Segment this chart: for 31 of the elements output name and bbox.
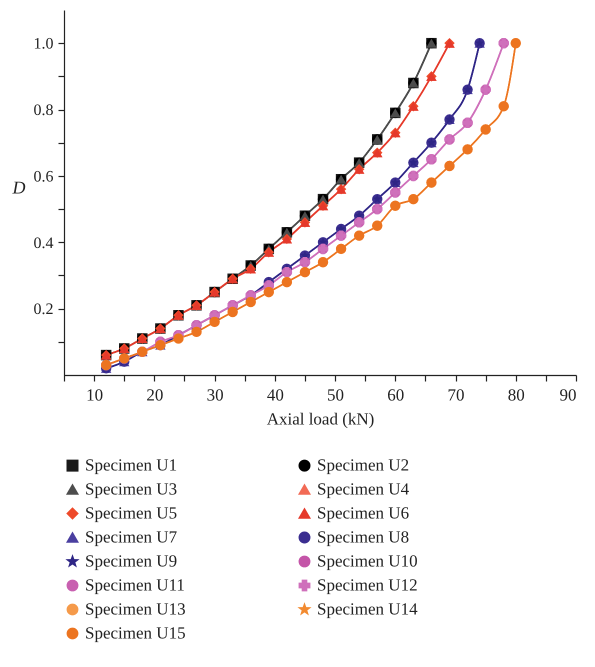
- x-tick-label: 70: [448, 386, 465, 404]
- x-tick-label: 80: [508, 386, 525, 404]
- legend-label: Specimen U13: [85, 600, 186, 618]
- x-tick-label: 40: [266, 386, 284, 404]
- legend-label: Specimen U5: [85, 504, 178, 522]
- y-tick-label: 1.0: [34, 36, 54, 53]
- legend-label: Specimen U9: [85, 552, 178, 570]
- legend-label: Specimen U10: [317, 552, 418, 570]
- y-tick-label: 0.6: [34, 168, 54, 186]
- legend-label: Specimen U1: [85, 456, 178, 475]
- x-tick-label: 50: [327, 386, 344, 404]
- y-tick-label: 0.4: [34, 234, 54, 252]
- legend-label: Specimen U11: [85, 576, 185, 594]
- x-tick-label: 90: [560, 386, 576, 404]
- legend-label: Specimen U6: [317, 504, 410, 522]
- y-axis-title: D: [12, 178, 26, 198]
- y-tick-label: 0.2: [34, 301, 54, 318]
- x-tick-label: 20: [146, 386, 164, 404]
- legend-label: Specimen U8: [317, 528, 410, 546]
- x-tick-label: 60: [387, 386, 404, 404]
- legend-label: Specimen U7: [85, 528, 178, 546]
- x-tick-label: 10: [86, 386, 104, 404]
- legend-label: Specimen U3: [85, 480, 178, 498]
- legend-label: Specimen U12: [317, 576, 418, 594]
- y-tick-label: 0.8: [34, 102, 54, 120]
- legend-label: Specimen U4: [317, 480, 410, 498]
- legend-label: Specimen U2: [317, 456, 410, 475]
- x-axis-title: Axial load (kN): [266, 410, 374, 428]
- x-tick-label: 30: [206, 386, 224, 404]
- legend-label: Specimen U14: [317, 600, 418, 618]
- legend-label: Specimen U15: [85, 624, 186, 642]
